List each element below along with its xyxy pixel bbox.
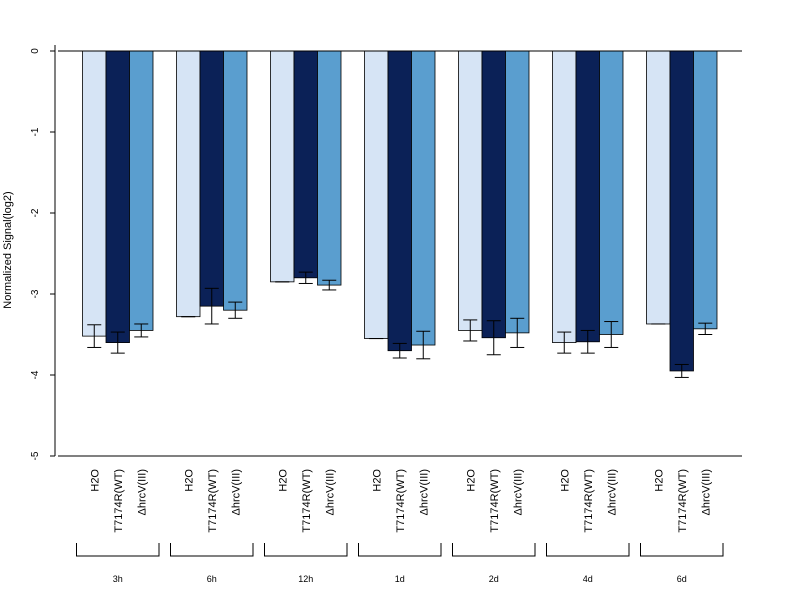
category-label: H2O: [559, 469, 571, 492]
category-label: H2O: [183, 469, 195, 492]
bar: [411, 50, 436, 346]
category-label: H2O: [465, 469, 477, 492]
bar: [317, 50, 342, 286]
bar: [505, 50, 530, 334]
category-label: H2O: [89, 469, 101, 492]
bar: [82, 50, 107, 337]
category-labels: H2O T7174R(WT) ΔhrcV(III) H2O T7174R(WT) Δhrc…: [89, 469, 712, 533]
bar: [599, 50, 624, 335]
y-tick-label: -2: [30, 208, 41, 217]
error-bars-layer: [87, 271, 713, 378]
category-label: ΔhrcV(III): [512, 469, 524, 515]
y-axis: 0 -1 -2 -3 -4 -5: [30, 45, 56, 460]
category-label: T7174R(WT): [113, 469, 125, 533]
group-label: 3h: [113, 574, 123, 584]
category-label: T7174R(WT): [395, 469, 407, 533]
bar: [270, 50, 295, 283]
group-label: 12h: [298, 574, 313, 584]
group-bracket: [264, 543, 348, 557]
bar: [693, 50, 718, 330]
category-label: T7174R(WT): [489, 469, 501, 533]
category-label: ΔhrcV(III): [230, 469, 242, 515]
category-label: H2O: [277, 469, 289, 492]
bar: [458, 50, 483, 331]
category-label: ΔhrcV(III): [700, 469, 712, 515]
category-label: T7174R(WT): [207, 469, 219, 533]
y-tick-label: -3: [30, 289, 41, 298]
group-bracket: [76, 543, 160, 557]
group-bracket: [640, 543, 724, 557]
group-bracket: [546, 543, 630, 557]
y-tick-label: -5: [30, 451, 41, 460]
group-labels: 3h 6h 12h 1d 2d 4d 6d: [76, 543, 724, 584]
bar: [293, 50, 318, 279]
group-bracket: [170, 543, 254, 557]
group-label: 4d: [583, 574, 593, 584]
category-label: ΔhrcV(III): [136, 469, 148, 515]
category-label: ΔhrcV(III): [606, 469, 618, 515]
bar: [575, 50, 600, 343]
group-label: 6d: [677, 574, 687, 584]
category-label: H2O: [371, 469, 383, 492]
category-label: T7174R(WT): [301, 469, 313, 533]
bar: [176, 50, 201, 318]
y-tick-label: 0: [30, 48, 41, 54]
group-label: 6h: [207, 574, 217, 584]
category-label: ΔhrcV(III): [418, 469, 430, 515]
bar: [552, 50, 577, 344]
bar: [105, 50, 130, 344]
bar: [481, 50, 506, 339]
bar: [223, 50, 248, 311]
category-label: ΔhrcV(III): [324, 469, 336, 515]
group-bracket: [358, 543, 442, 557]
y-tick-label: -1: [30, 127, 41, 136]
group-bracket: [452, 543, 536, 557]
category-label: H2O: [653, 469, 665, 492]
bar: [669, 50, 694, 372]
bar: [364, 50, 389, 339]
y-axis-label: Normalized Signal(log2): [2, 191, 14, 308]
bar: [646, 50, 671, 325]
bar: [129, 50, 154, 331]
bars-layer: [82, 50, 718, 372]
category-label: T7174R(WT): [583, 469, 595, 533]
group-label: 1d: [395, 574, 405, 584]
y-tick-label: -4: [30, 370, 41, 379]
group-label: 2d: [489, 574, 499, 584]
bar: [199, 50, 224, 307]
bar: [387, 50, 412, 352]
category-label: T7174R(WT): [677, 469, 689, 533]
